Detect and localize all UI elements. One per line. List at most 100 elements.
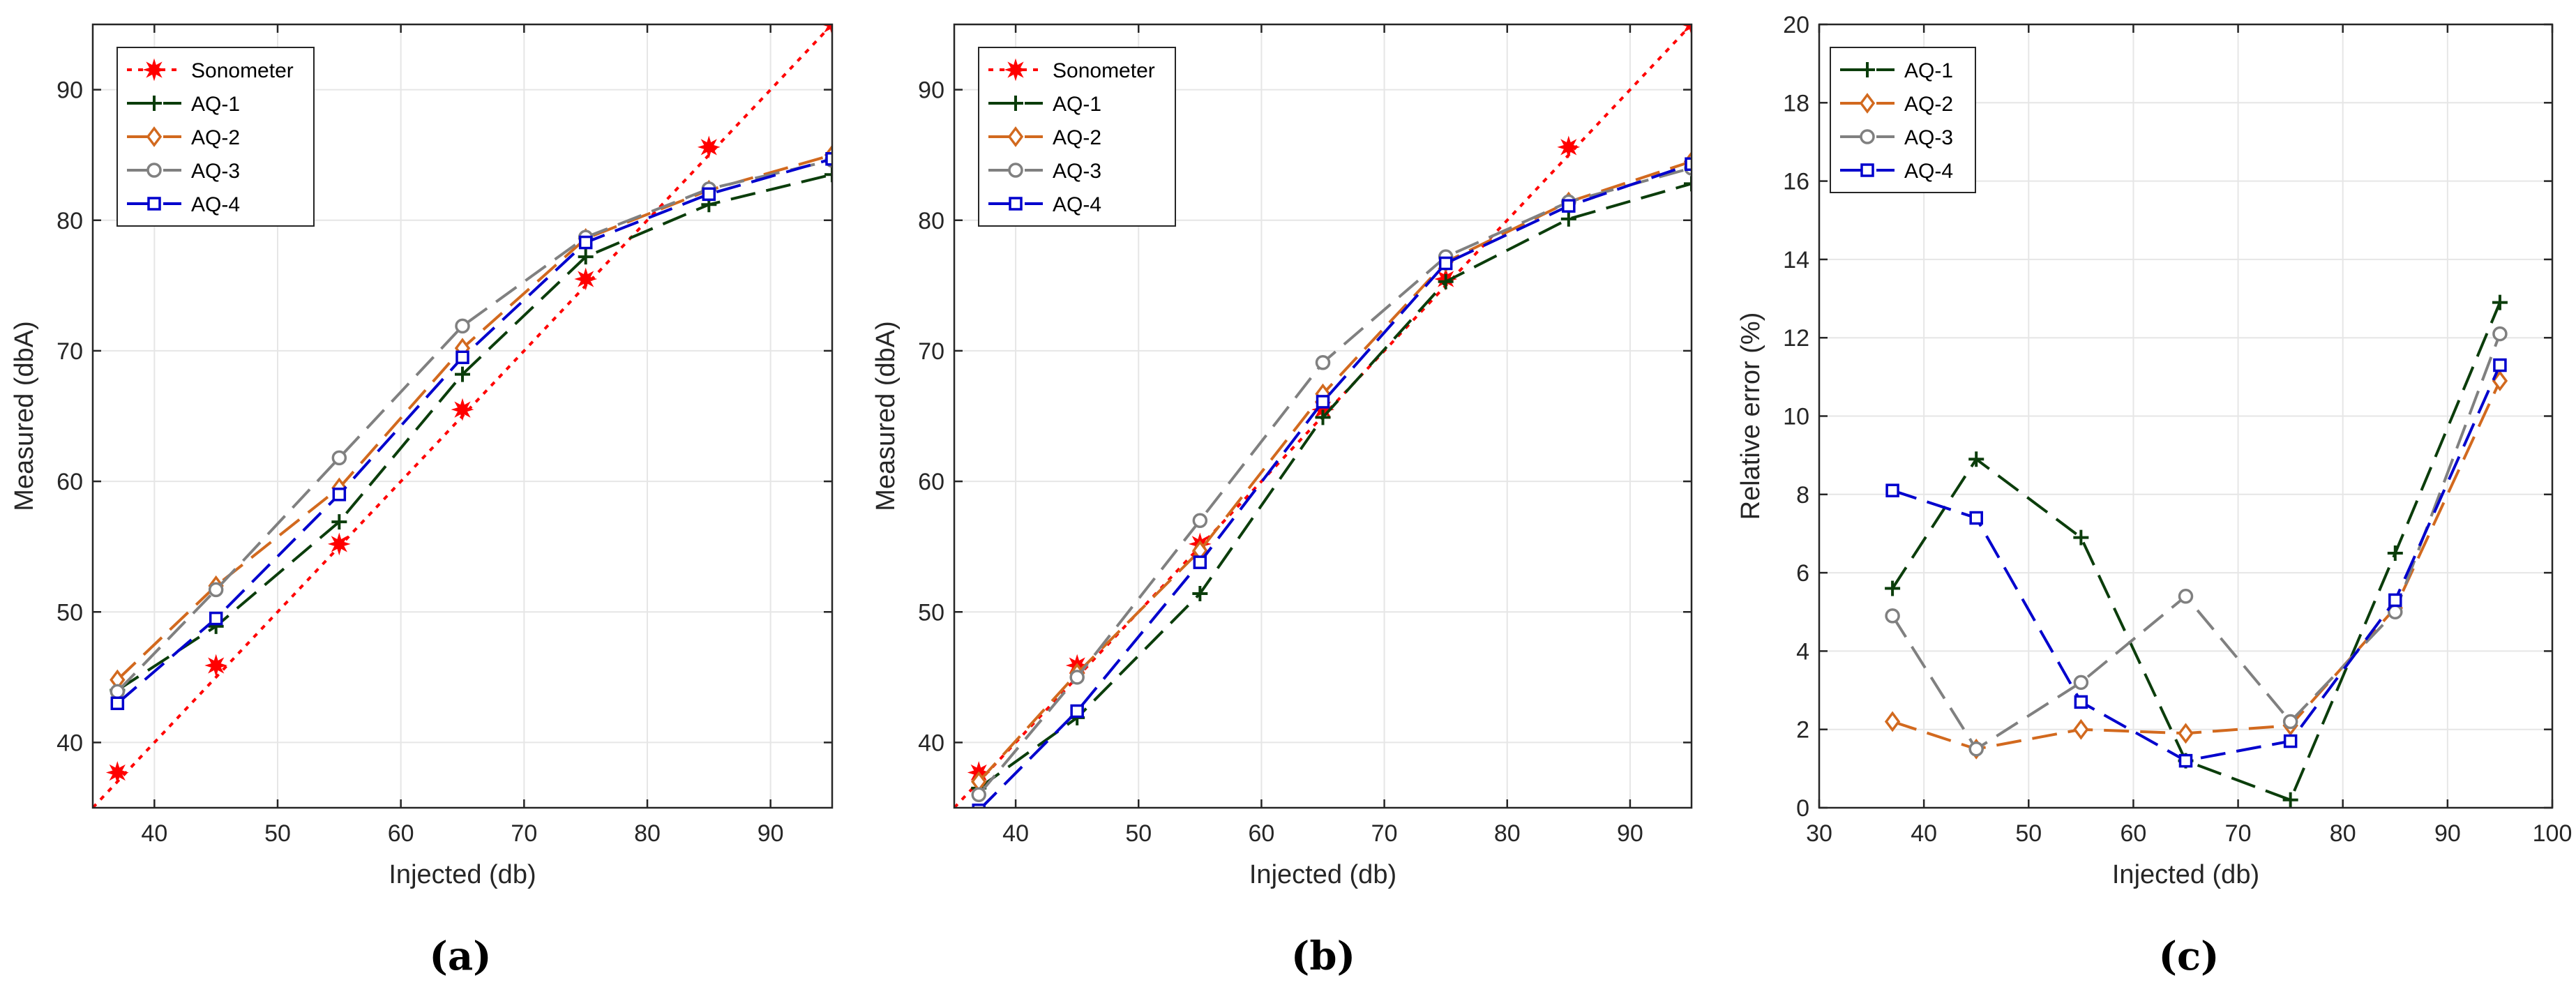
legend-swatch-marker (1860, 62, 1875, 77)
y-tick-label: 18 (1783, 90, 1809, 116)
data-point-aq-3 (455, 318, 470, 334)
data-point-aq-4 (110, 696, 125, 711)
data-point-aq-3 (208, 582, 224, 598)
data-point-aq-2 (2073, 718, 2089, 740)
legend-label: AQ-1 (1904, 59, 1953, 82)
y-axis-label: Relative error (%) (1736, 312, 1765, 520)
data-point-aq-3 (2492, 326, 2508, 342)
legend-box (1830, 47, 1976, 193)
data-point-sonometer (1680, 24, 1692, 36)
series-line-aq-1 (978, 182, 1692, 790)
y-tick-label: 2 (1796, 717, 1809, 744)
y-tick-label: 50 (918, 599, 944, 626)
data-point-aq-1 (2387, 545, 2403, 562)
legend-item-aq-3: AQ-3 (988, 160, 1101, 183)
x-tick-label: 60 (388, 820, 414, 847)
data-point-aq-2 (2492, 370, 2508, 391)
legend-item-aq-1: AQ-1 (1840, 59, 1953, 82)
x-tick-label: 50 (2015, 820, 2042, 847)
data-point-aq-1 (1315, 409, 1331, 426)
legend-swatch-marker (146, 96, 162, 111)
legend-label: AQ-4 (1904, 160, 1953, 183)
legend-label: AQ-4 (191, 193, 240, 216)
data-point-aq-3 (1968, 741, 1984, 757)
data-point-aq-3 (2178, 589, 2194, 604)
legend-item-sonometer: Sonometer (988, 58, 1155, 82)
series-line-aq-4 (1892, 364, 2501, 762)
y-tick-label: 50 (57, 599, 83, 626)
data-point-aq-2 (1884, 711, 1901, 732)
y-tick-label: 80 (57, 208, 83, 234)
x-tick-label: 70 (2225, 820, 2252, 847)
data-point-aq-3 (1315, 355, 1331, 370)
y-tick-label: 6 (1796, 560, 1809, 587)
data-point-aq-3 (331, 450, 347, 466)
legend: Sonometer AQ-1 AQ-2 AQ-3 AQ-4 (116, 47, 315, 227)
y-tick-label: 8 (1796, 482, 1809, 509)
legend-label: AQ-2 (1053, 126, 1101, 149)
x-tick-label: 100 (2533, 820, 2573, 847)
x-axis-label: Injected (db) (389, 860, 536, 889)
data-point-sonometer (327, 532, 351, 556)
x-tick-label: 90 (1617, 820, 1643, 847)
data-point-aq-4 (1316, 395, 1330, 409)
legend-swatch-marker (146, 126, 163, 147)
series-line-aq-4 (979, 163, 1692, 808)
legend-swatch-marker (146, 163, 162, 178)
y-tick-label: 10 (1783, 404, 1809, 430)
legend-swatch-marker (1008, 96, 1023, 111)
axes-frame (91, 23, 834, 809)
x-tick-label: 80 (2330, 820, 2356, 847)
legend-item-aq-3: AQ-3 (1840, 126, 1953, 149)
data-point-aq-3 (971, 787, 986, 803)
legend-item-aq-1: AQ-1 (127, 93, 240, 116)
x-tick-label: 80 (1494, 820, 1521, 847)
data-point-aq-4 (332, 488, 347, 502)
legend-item-aq-4: AQ-4 (988, 193, 1101, 216)
y-tick-label: 90 (57, 77, 83, 104)
legend-swatch-marker (1860, 163, 1874, 177)
data-point-aq-3 (1885, 608, 1900, 624)
y-tick-label: 20 (1783, 12, 1809, 38)
series-aq-1 (971, 176, 1692, 796)
axes-frame (953, 23, 1693, 809)
legend-swatch-marker (1004, 58, 1027, 82)
y-tick-label: 80 (918, 208, 944, 234)
y-tick-label: 12 (1783, 325, 1809, 352)
data-point-aq-3 (2282, 714, 2298, 730)
data-point-aq-1 (1968, 451, 1984, 467)
legend-label: AQ-3 (1904, 126, 1953, 149)
data-point-aq-1 (455, 366, 470, 382)
data-point-aq-4 (702, 187, 716, 202)
plot-area (93, 24, 832, 808)
data-point-aq-1 (2492, 294, 2508, 310)
data-point-aq-1 (1560, 211, 1576, 227)
panel-caption: (c) (2158, 933, 2219, 979)
legend-item-aq-4: AQ-4 (127, 193, 240, 216)
data-point-aq-4 (1562, 199, 1576, 213)
x-tick-label: 90 (758, 820, 784, 847)
legend-label: AQ-3 (191, 160, 240, 183)
data-point-aq-1 (1438, 273, 1454, 289)
data-point-aq-3 (1192, 513, 1208, 528)
series-line-aq-2 (116, 153, 832, 682)
legend: AQ-1 AQ-2 AQ-3 AQ-4 (1830, 47, 1976, 193)
data-point-aq-2 (2178, 723, 2194, 744)
data-point-aq-1 (824, 167, 832, 183)
x-axis-label: Injected (db) (2112, 860, 2259, 889)
legend-label: AQ-1 (1053, 93, 1101, 116)
data-point-aq-1 (2073, 529, 2089, 545)
series-aq-2 (110, 144, 832, 691)
y-tick-label: 60 (57, 469, 83, 495)
data-point-aq-1 (1885, 580, 1901, 596)
series-line-aq-2 (1892, 380, 2501, 751)
y-tick-label: 40 (918, 730, 944, 756)
data-point-aq-4 (2388, 593, 2402, 608)
data-point-sonometer (451, 398, 474, 421)
series-line-aq-1 (116, 173, 832, 692)
x-tick-label: 70 (511, 820, 537, 847)
panel-a: 40 50 60 70 80 90 40 50 60 70 80 90 Injected (db) Mea… (10, 23, 834, 979)
series-line-aq-1 (1891, 301, 2501, 802)
data-point-aq-4 (972, 803, 986, 808)
